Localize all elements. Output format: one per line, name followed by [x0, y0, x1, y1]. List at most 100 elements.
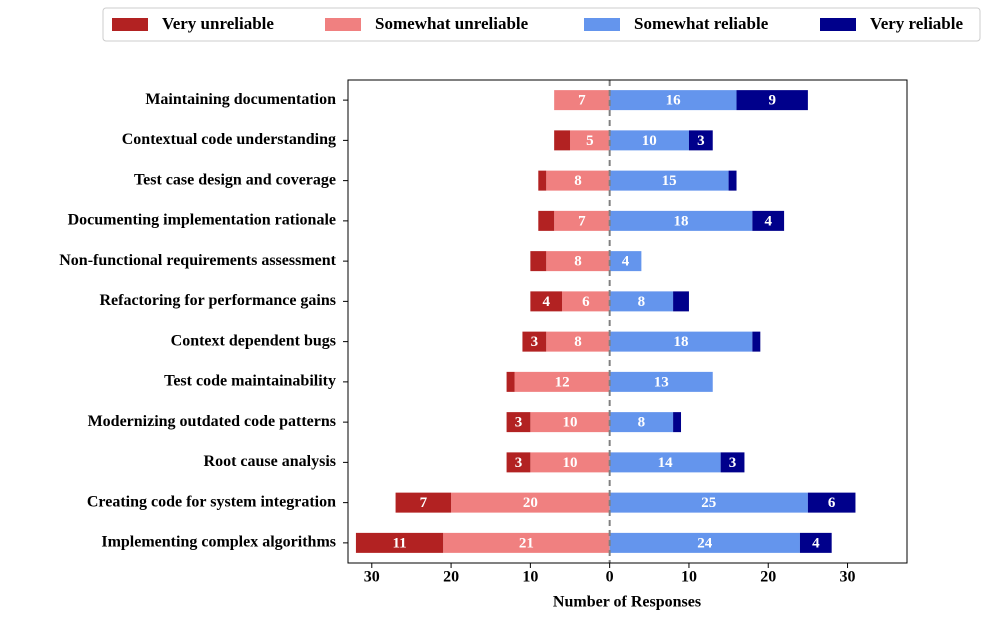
bar [752, 331, 761, 352]
bar [728, 170, 737, 191]
x-tick-label: 10 [681, 569, 697, 586]
y-tick-label: Non-functional requirements assessment [59, 252, 336, 269]
bar [609, 371, 713, 392]
bar [720, 452, 745, 473]
value-label: 4 [542, 294, 550, 310]
bar [514, 371, 610, 392]
x-tick-label: 0 [606, 569, 614, 586]
bar [609, 532, 800, 553]
bar [443, 532, 610, 553]
value-label: 4 [764, 213, 772, 229]
bar [752, 210, 785, 231]
value-label: 21 [519, 535, 534, 551]
y-tick-label: Test case design and coverage [134, 171, 336, 188]
bar [562, 291, 610, 312]
value-label: 16 [666, 93, 682, 109]
x-tick-label: 20 [760, 569, 776, 586]
bar [609, 170, 729, 191]
value-label: 3 [697, 133, 705, 149]
y-tick-label: Test code maintainability [164, 373, 336, 390]
value-label: 13 [654, 374, 669, 390]
bar [506, 412, 531, 433]
legend-swatch [820, 18, 856, 31]
value-label: 18 [674, 334, 689, 350]
x-tick-label: 20 [443, 569, 459, 586]
value-label: 8 [574, 254, 582, 270]
value-label: 3 [531, 334, 539, 350]
bar [395, 492, 452, 513]
y-tick-label: Documenting implementation rationale [68, 212, 336, 229]
value-label: 24 [697, 535, 713, 551]
bar [609, 210, 753, 231]
value-label: 10 [563, 415, 578, 431]
bar [688, 130, 713, 151]
bar [609, 130, 689, 151]
bar [609, 452, 721, 473]
value-label: 10 [563, 455, 578, 471]
bar [554, 90, 610, 111]
bar [609, 331, 753, 352]
value-label: 15 [662, 173, 677, 189]
bar [530, 291, 563, 312]
bar [554, 210, 610, 231]
value-label: 8 [638, 294, 646, 310]
bar [538, 170, 547, 191]
value-label: 12 [555, 374, 570, 390]
bar [451, 492, 610, 513]
value-label: 3 [729, 455, 737, 471]
value-label: 7 [420, 495, 428, 511]
legend-frame [102, 7, 981, 42]
value-label: 8 [574, 173, 582, 189]
value-label: 7 [578, 93, 586, 109]
bar [546, 170, 610, 191]
bar [506, 452, 531, 473]
bar [546, 331, 610, 352]
y-tick-label: Root cause analysis [204, 453, 336, 470]
y-tick-label: Refactoring for performance gains [99, 292, 336, 309]
legend-label: Very reliable [870, 14, 963, 33]
legend-label: Somewhat unreliable [375, 14, 529, 33]
bar [609, 412, 674, 433]
value-label: 3 [515, 455, 523, 471]
legend-swatch [112, 18, 148, 31]
value-label: 8 [638, 415, 646, 431]
plot-frame [347, 79, 908, 564]
value-label: 14 [658, 455, 674, 471]
y-tick-label: Context dependent bugs [171, 332, 336, 349]
x-axis-label: Number of Responses [553, 594, 701, 611]
value-label: 4 [622, 254, 630, 270]
bar [506, 371, 515, 392]
value-label: 9 [768, 93, 776, 109]
bar [609, 291, 674, 312]
bar [736, 90, 808, 111]
value-label: 5 [586, 133, 594, 149]
x-tick-label: 30 [840, 569, 856, 586]
bar [799, 532, 832, 553]
bar [570, 130, 610, 151]
value-label: 6 [582, 294, 590, 310]
value-label: 11 [392, 535, 406, 551]
bar [546, 251, 610, 272]
y-tick-label: Maintaining documentation [145, 91, 336, 108]
value-label: 6 [828, 495, 836, 511]
bar [609, 251, 642, 272]
legend-label: Very unreliable [162, 14, 274, 33]
value-label: 3 [515, 415, 523, 431]
bar [538, 210, 555, 231]
y-tick-label: Contextual code understanding [122, 131, 336, 148]
legend-label: Somewhat reliable [634, 14, 769, 33]
bar [609, 492, 808, 513]
y-tick-label: Implementing complex algorithms [101, 534, 336, 551]
value-label: 18 [674, 213, 689, 229]
bar [554, 130, 571, 151]
value-label: 7 [578, 213, 586, 229]
value-label: 4 [812, 535, 820, 551]
x-tick-label: 10 [522, 569, 538, 586]
bar [807, 492, 856, 513]
y-tick-label: Creating code for system integration [87, 493, 336, 510]
value-label: 8 [574, 334, 582, 350]
bar [530, 251, 547, 272]
bar [673, 412, 682, 433]
bar [530, 452, 610, 473]
